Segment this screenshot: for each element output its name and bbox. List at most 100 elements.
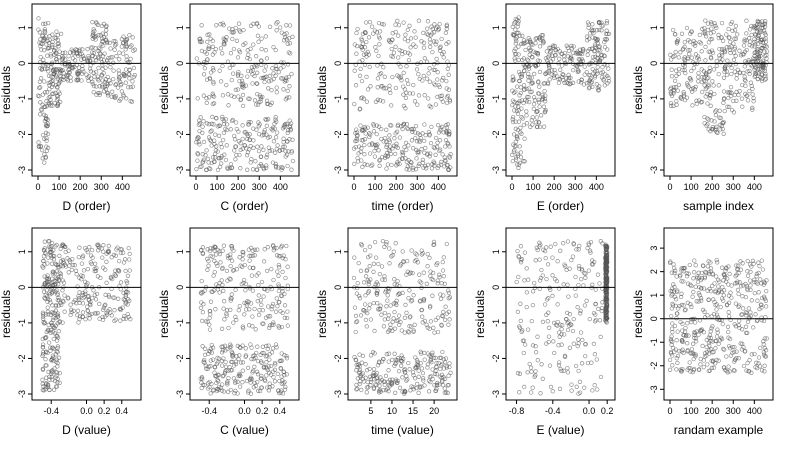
data-point (514, 162, 520, 167)
data-point (549, 68, 555, 73)
data-point (381, 86, 386, 91)
data-point (373, 255, 379, 260)
data-point (281, 60, 286, 65)
data-point (397, 47, 402, 53)
data-point (389, 380, 394, 385)
data-point (427, 37, 433, 42)
data-point (264, 117, 269, 123)
data-point (405, 377, 410, 382)
data-point (230, 71, 236, 76)
y-tick-label: -1 (333, 95, 343, 103)
data-point (727, 104, 732, 110)
data-point (408, 270, 413, 275)
data-point (87, 245, 92, 250)
data-point (105, 91, 111, 96)
data-point (55, 344, 61, 349)
data-point (386, 137, 392, 143)
data-point (91, 89, 96, 95)
x-tick-label: -0.4 (201, 406, 217, 416)
data-point (201, 359, 206, 364)
data-point (354, 51, 359, 56)
data-point (756, 41, 761, 47)
data-point (274, 130, 280, 135)
data-point (519, 257, 525, 262)
data-point (579, 361, 585, 366)
data-point (721, 47, 727, 52)
data-point (700, 343, 705, 349)
data-point (761, 28, 767, 33)
data-point (530, 115, 535, 120)
data-point (54, 370, 59, 375)
data-point (204, 366, 209, 371)
data-point (736, 291, 741, 297)
data-point (61, 280, 67, 285)
data-point (62, 262, 68, 267)
data-point (592, 49, 597, 54)
data-point (221, 23, 226, 28)
data-point (697, 32, 702, 38)
y-tick-label: -2 (17, 130, 27, 138)
data-point (269, 266, 274, 272)
data-point (727, 314, 732, 319)
data-point (40, 377, 45, 382)
data-point (446, 296, 451, 301)
data-point (402, 370, 408, 375)
data-point (526, 71, 531, 76)
data-point (354, 319, 360, 324)
data-point (401, 84, 406, 89)
data-point (734, 76, 739, 81)
data-point (437, 274, 442, 280)
data-point (204, 100, 209, 106)
data-point (407, 271, 412, 276)
data-point (274, 28, 279, 33)
data-point (422, 93, 427, 98)
data-point (219, 358, 225, 363)
data-point (536, 100, 542, 105)
data-point (252, 253, 257, 258)
data-point (125, 311, 130, 317)
data-point (285, 128, 291, 133)
data-point (207, 32, 212, 37)
data-point (762, 363, 767, 368)
data-point (543, 255, 548, 261)
data-point (42, 79, 47, 84)
data-point (411, 82, 416, 88)
data-point (267, 357, 272, 362)
data-point (255, 344, 260, 349)
data-point (724, 32, 729, 37)
data-point (203, 363, 209, 368)
data-point (413, 123, 419, 129)
data-point (411, 384, 416, 390)
data-point (374, 131, 379, 137)
data-point (674, 367, 679, 372)
data-point (233, 388, 238, 394)
data-point (90, 45, 95, 50)
data-point (252, 364, 257, 369)
data-point (419, 351, 424, 356)
data-point (670, 27, 676, 33)
data-point (763, 73, 768, 79)
data-point (124, 36, 130, 42)
data-point (245, 365, 251, 371)
data-point (113, 39, 118, 44)
data-point (438, 44, 443, 49)
data-point (755, 58, 760, 64)
data-point (576, 263, 582, 269)
data-point (62, 293, 67, 298)
data-point (558, 67, 563, 72)
data-point (601, 53, 607, 58)
data-point (64, 76, 69, 81)
data-point (274, 85, 279, 90)
data-point (446, 87, 452, 92)
data-point (288, 51, 293, 56)
data-point (220, 51, 225, 56)
data-point (742, 49, 748, 54)
data-point (763, 304, 769, 309)
data-point (243, 281, 249, 287)
data-point (41, 319, 46, 325)
data-point (676, 82, 682, 88)
data-point (420, 251, 425, 256)
data-point (255, 33, 261, 38)
data-point (43, 251, 48, 256)
data-point (527, 40, 532, 45)
